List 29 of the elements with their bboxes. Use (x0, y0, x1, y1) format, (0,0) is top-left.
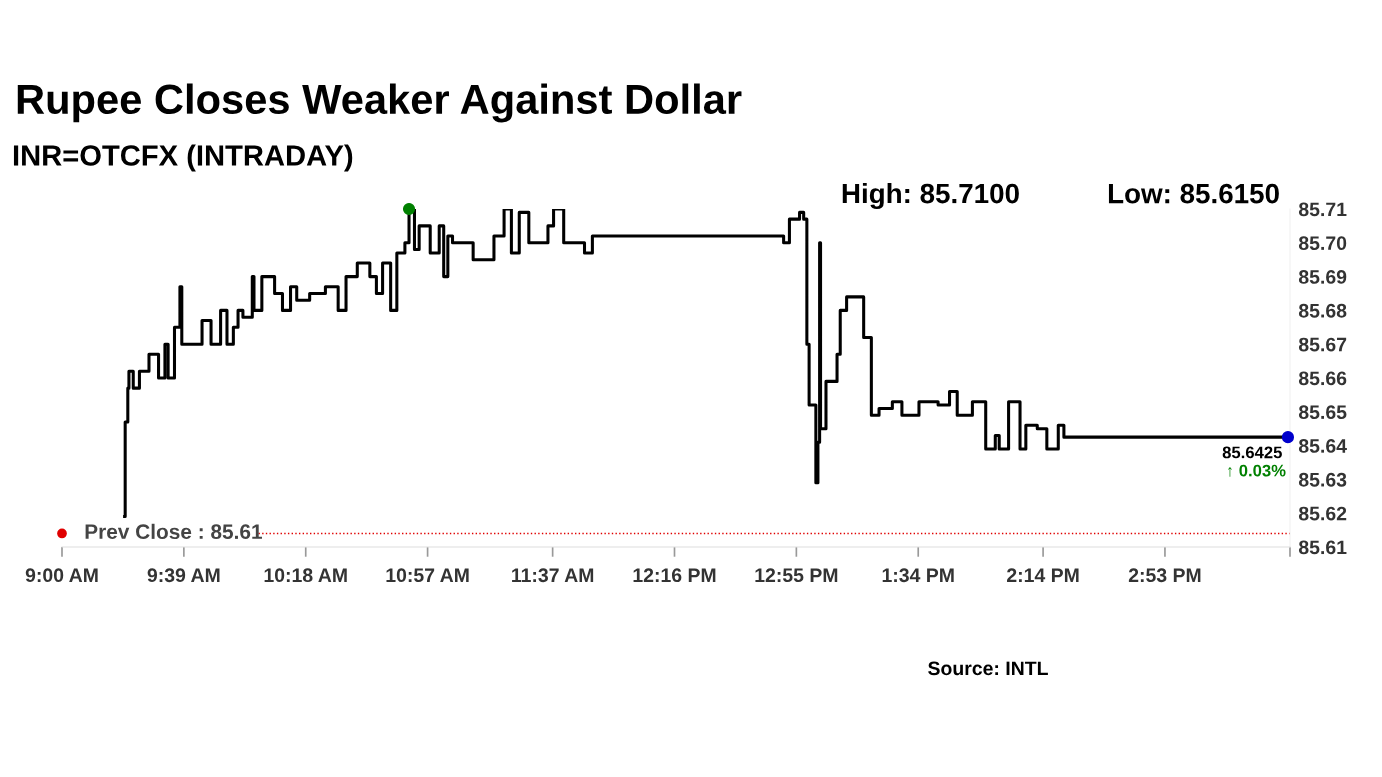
y-tick-label: 85.70 (1298, 236, 1347, 251)
x-tick-label: 9:00 AM (25, 568, 98, 583)
x-tick-label: 10:18 AM (264, 568, 347, 583)
y-tick-label: 85.69 (1298, 270, 1347, 284)
x-tick-label: 1:34 PM (882, 568, 954, 583)
y-tick-label: 85.67 (1298, 337, 1347, 352)
y-tick-label: 85.71 (1298, 202, 1347, 217)
y-tick-label: 85.61 (1298, 540, 1347, 555)
y-tick-label: 85.62 (1298, 506, 1347, 521)
x-tick-label: 9:39 AM (147, 568, 220, 583)
x-tick-label: 12:55 PM (755, 568, 838, 583)
annotation: High: 85.7100 (842, 182, 1019, 210)
y-tick-label: 85.65 (1298, 405, 1347, 420)
y-tick-label: 85.68 (1298, 303, 1347, 318)
chart-title: Rupee Closes Weaker Against Dollar (17, 83, 742, 123)
y-tick-label: 85.63 (1298, 472, 1347, 487)
x-tick-label: 10:57 AM (386, 568, 469, 583)
y-tick-label: 85.66 (1298, 371, 1347, 386)
ref-line-label: Prev Close : 85.61 (85, 523, 262, 540)
x-tick-label: 12:16 PM (633, 568, 716, 583)
x-tick-label: 2:53 PM (1128, 568, 1201, 583)
chart-subtitle: INR=OTCFX (INTRADAY) (13, 144, 353, 172)
text: Low: 85.6150 (1108, 183, 1279, 204)
source-note: Source: INTL (928, 661, 1048, 676)
x-tick-label: 2:14 PM (1007, 568, 1079, 582)
y-tick-label: 85.64 (1298, 439, 1347, 453)
annotation: ↑ 0.03% (1227, 464, 1286, 477)
annotation: 85.6425 (1222, 446, 1282, 459)
x-tick-label: 11:37 AM (512, 568, 594, 583)
